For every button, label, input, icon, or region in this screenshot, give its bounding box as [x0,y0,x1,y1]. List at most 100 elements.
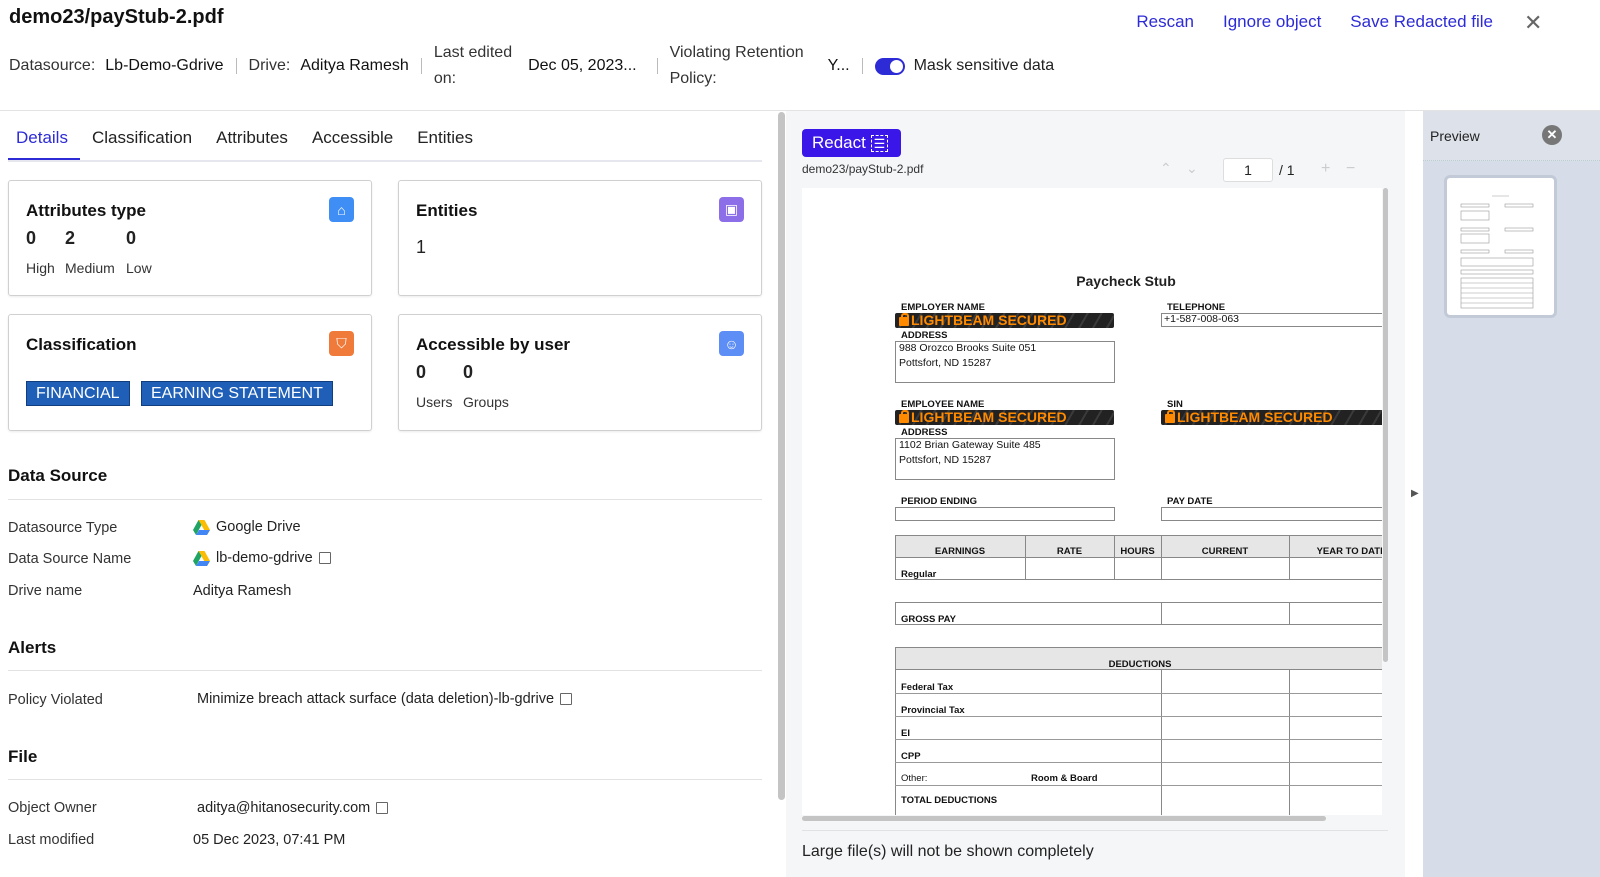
drive-name-value: Aditya Ramesh [193,583,292,599]
classification-chip: EARNING STATEMENT [141,381,333,406]
divider [656,58,658,74]
label-line: Violating Retention [669,44,804,61]
divider [895,762,1382,763]
divider [1114,535,1115,580]
doc-text: Pottsfort, ND 15287 [899,357,992,369]
preview-gutter [1405,111,1423,877]
column-header: RATE [1056,546,1083,557]
field-label: Object Owner [8,800,97,816]
divider [1161,535,1162,580]
doc-label: ADDRESS [901,427,948,438]
entities-count: 1 [416,237,427,257]
entity-icon: ▣ [719,197,744,222]
row-value: Room & Board [1031,773,1098,784]
doc-label: ADDRESS [901,330,948,341]
high-label: High [26,260,55,276]
divider [8,779,762,780]
expand-arrow-icon[interactable]: ▶ [1411,488,1419,499]
pdf-page: Paycheck Stub EMPLOYER NAME LIGHTBEAM SE… [802,188,1382,815]
last-modified-value: 05 Dec 2023, 07:41 PM [193,832,346,848]
divider [0,110,1600,111]
doc-label: TELEPHONE [1167,302,1226,313]
tab-bar: Details Classification Attributes Access… [8,118,762,162]
datasource-name-value: lb-demo-gdrive [193,550,331,566]
field-label: Last modified [8,832,95,848]
divider [1161,602,1162,625]
row-label: Regular [901,569,937,580]
datasource-value: Lb-Demo-Gdrive [105,57,224,74]
viewer-file-name: demo23/payStub-2.pdf [802,162,924,176]
external-link-icon[interactable] [318,552,331,564]
doc-label: SIN [1167,399,1183,410]
card-title: Attributes type [26,201,146,220]
page-horizontal-scrollbar[interactable] [802,816,1326,821]
external-link-icon[interactable] [376,802,389,814]
external-link-icon[interactable] [560,693,573,705]
users-label: Users [416,394,453,410]
doc-text: 1102 Brian Gateway Suite 485 [899,439,1041,451]
doc-label: EMPLOYER NAME [901,302,985,313]
value-text[interactable]: Minimize breach attack surface (data del… [197,691,555,707]
doc-text: Pottsfort, ND 15287 [899,454,992,466]
low-label: Low [126,260,152,276]
divider [1161,669,1162,815]
tag-icon: ⌂ [329,197,354,222]
tab-classification[interactable]: Classification [91,128,193,147]
mask-sensitive-toggle[interactable] [874,57,905,75]
prev-page-icon[interactable]: ⌃ [1160,160,1172,176]
page-vertical-scrollbar[interactable] [1383,188,1388,662]
zoom-in-icon[interactable]: + [1321,160,1331,177]
pay-date-box [1161,507,1382,521]
redact-select-icon: ☰ [870,135,889,152]
divider [895,693,1382,694]
large-file-note: Large file(s) will not be shown complete… [802,843,1094,860]
mask-label: Mask sensitive data [913,57,1055,74]
google-drive-icon [193,550,210,566]
tab-accessible[interactable]: Accessible [311,128,394,147]
redact-label: Redact [812,133,866,152]
label-line: Last edited [433,44,513,61]
thumbnail-lines [1460,195,1534,309]
row-label: GROSS PAY [901,614,956,625]
column-header: YEAR TO DATE [1316,546,1382,557]
close-icon[interactable]: ✕ [1524,10,1543,35]
divider [895,785,1382,786]
page-thumbnail[interactable] [1444,175,1557,318]
violating-value: Y... [827,57,850,74]
field-label: Datasource Type [8,520,118,536]
next-page-icon[interactable]: ⌄ [1186,160,1198,176]
save-redacted-file-button[interactable]: Save Redacted file [1350,12,1493,31]
file-heading: File [8,747,38,766]
doc-label: EMPLOYEE NAME [901,399,985,410]
divider [420,58,422,74]
rescan-button[interactable]: Rescan [1136,12,1194,31]
doc-label: PERIOD ENDING [901,496,978,507]
medium-count: 2 [65,228,76,248]
value-text[interactable]: lb-demo-gdrive [216,550,313,566]
value-text[interactable]: aditya@hitanosecurity.com [197,800,371,816]
last-edited-value: Dec 05, 2023... [528,57,637,74]
card-title: Accessible by user [416,335,571,354]
page-number-input[interactable]: 1 [1223,158,1273,182]
divider [861,58,863,74]
policy-violated-value: Minimize breach attack surface (data del… [197,691,573,707]
accessible-card: Accessible by user ☺ 0 0 Users Groups [398,314,762,431]
groups-label: Groups [463,394,509,410]
file-title: demo23/payStub-2.pdf [9,6,224,28]
details-scrollbar[interactable] [778,112,785,800]
low-count: 0 [126,228,137,248]
data-source-heading: Data Source [8,466,108,485]
user-icon: ☺ [719,331,744,356]
zoom-out-icon[interactable]: − [1346,160,1356,177]
doc-text: 988 Orozco Brooks Suite 051 [899,342,1037,354]
tab-details[interactable]: Details [8,118,80,160]
violating-label: Violating Retention Policy: [670,40,804,92]
close-preview-icon[interactable]: ✕ [1542,125,1562,145]
tab-attributes[interactable]: Attributes [216,128,288,147]
page-total: / 1 [1279,162,1295,178]
tab-entities[interactable]: Entities [417,128,473,147]
ignore-object-button[interactable]: Ignore object [1223,12,1322,31]
redact-button[interactable]: Redact ☰ [802,129,901,157]
doc-label: PAY DATE [1167,496,1213,507]
file-meta: Datasource: Lb-Demo-Gdrive Drive: Aditya… [9,42,1054,90]
